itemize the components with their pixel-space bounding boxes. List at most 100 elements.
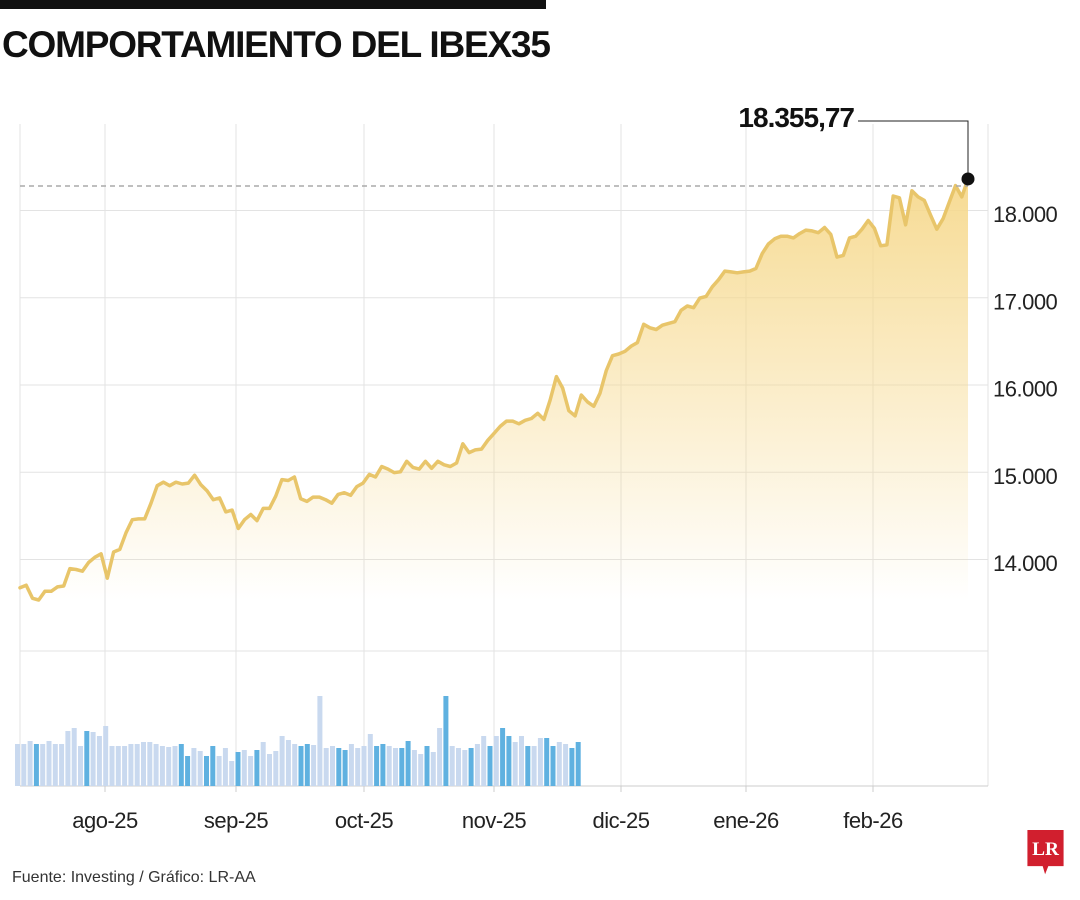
volume-bar bbox=[216, 756, 222, 786]
lr-logo: LR bbox=[1027, 830, 1064, 875]
volume-bar bbox=[424, 746, 430, 786]
volume-bar bbox=[115, 746, 121, 786]
volume-bar bbox=[474, 744, 480, 786]
volume-bar bbox=[481, 736, 487, 786]
volume-bar bbox=[78, 746, 83, 786]
volume-bar bbox=[229, 761, 235, 786]
volume-bar bbox=[355, 748, 361, 786]
y-tick-label: 15.000 bbox=[993, 464, 1058, 489]
volume-bar bbox=[197, 751, 203, 786]
volume-bar bbox=[185, 756, 191, 786]
volume-bar bbox=[556, 742, 562, 786]
volume-bar bbox=[348, 744, 354, 786]
volume-bar bbox=[336, 748, 342, 786]
price-area-fill bbox=[20, 179, 968, 600]
volume-bar bbox=[267, 754, 272, 786]
volume-bar bbox=[399, 748, 405, 786]
volume-bar bbox=[462, 750, 468, 786]
x-tick-label: oct-25 bbox=[335, 808, 393, 833]
volume-bar bbox=[544, 738, 550, 786]
y-tick-label: 16.000 bbox=[993, 377, 1058, 402]
volume-bar bbox=[525, 746, 531, 786]
volume-bar bbox=[330, 746, 335, 786]
volume-bar bbox=[292, 744, 298, 786]
y-tick-label: 18.000 bbox=[993, 202, 1058, 227]
volume-bar bbox=[550, 746, 556, 786]
volume-bar bbox=[15, 744, 20, 786]
volume-bar bbox=[304, 744, 310, 786]
volume-bar bbox=[506, 736, 512, 786]
annotation-leader bbox=[858, 120, 969, 177]
chart-title: COMPORTAMIENTO DEL IBEX35 bbox=[2, 24, 551, 65]
volume-bar bbox=[298, 746, 304, 786]
volume-bar bbox=[241, 750, 247, 786]
x-tick-label: nov-25 bbox=[462, 808, 527, 833]
volume-bar bbox=[248, 756, 254, 786]
volume-bar bbox=[210, 746, 216, 786]
last-value-marker bbox=[961, 172, 975, 186]
volume-bar bbox=[178, 744, 184, 786]
x-tick-label: sep-25 bbox=[204, 808, 269, 833]
volume-bar bbox=[90, 732, 96, 786]
volume-bar bbox=[59, 744, 65, 786]
volume-bar bbox=[500, 728, 506, 786]
volume-bar bbox=[512, 742, 518, 786]
volume-bar bbox=[323, 748, 329, 786]
volume-bar bbox=[27, 741, 33, 786]
volume-bar bbox=[443, 696, 449, 786]
volume-bar bbox=[575, 742, 581, 786]
x-tick-label: dic-25 bbox=[593, 808, 650, 833]
source-note: Fuente: Investing / Gráfico: LR-AA bbox=[12, 869, 256, 886]
volume-bar bbox=[317, 696, 323, 786]
volume-bar bbox=[128, 744, 134, 786]
lr-logo-text: LR bbox=[1032, 839, 1060, 860]
volume-bar bbox=[430, 752, 436, 786]
volume-bar bbox=[380, 744, 386, 786]
volume-bar bbox=[279, 736, 285, 786]
volume-bar bbox=[367, 734, 373, 786]
y-tick-label: 14.000 bbox=[993, 551, 1058, 576]
volume-bar bbox=[84, 731, 90, 786]
volume-bar bbox=[147, 742, 153, 786]
volume-bar bbox=[52, 744, 58, 786]
volume-bar bbox=[141, 742, 146, 786]
volume-bar bbox=[153, 744, 159, 786]
volume-bar bbox=[468, 748, 474, 786]
volume-bar bbox=[260, 742, 266, 786]
volume-bar bbox=[487, 746, 493, 786]
volume-bar bbox=[393, 748, 398, 786]
volume-bar bbox=[493, 736, 499, 786]
volume-bar bbox=[311, 745, 317, 786]
volume-bar bbox=[519, 736, 524, 786]
price-line bbox=[18, 177, 970, 602]
volume-bar bbox=[235, 752, 241, 786]
volume-bar bbox=[531, 746, 537, 786]
y-tick-label: 17.000 bbox=[993, 289, 1058, 314]
volume-bar bbox=[285, 740, 291, 786]
volume-bar bbox=[122, 746, 128, 786]
volume-bar bbox=[386, 746, 392, 786]
volume-bar bbox=[449, 746, 455, 786]
volume-bar bbox=[109, 746, 115, 786]
volume-bar bbox=[273, 751, 279, 786]
volume-bar bbox=[172, 746, 178, 786]
volume-bar bbox=[166, 747, 172, 786]
volume-bar bbox=[33, 744, 39, 786]
volume-bar bbox=[254, 750, 260, 786]
volume-bar bbox=[159, 746, 165, 786]
volume-bar bbox=[405, 741, 411, 786]
volume-bar bbox=[418, 754, 424, 786]
volume-bar bbox=[537, 738, 543, 786]
volume-bar bbox=[21, 744, 27, 786]
volume-bar bbox=[40, 744, 46, 786]
top-rule bbox=[0, 0, 546, 9]
volume-bar bbox=[456, 748, 461, 786]
volume-bar bbox=[71, 728, 77, 786]
volume-bar bbox=[342, 750, 348, 786]
volume-bar bbox=[204, 756, 209, 786]
volume-bar bbox=[437, 728, 443, 786]
volume-bar bbox=[46, 741, 52, 786]
volume-bar bbox=[374, 746, 380, 786]
annotation-label: 18.355,77 bbox=[738, 102, 854, 133]
